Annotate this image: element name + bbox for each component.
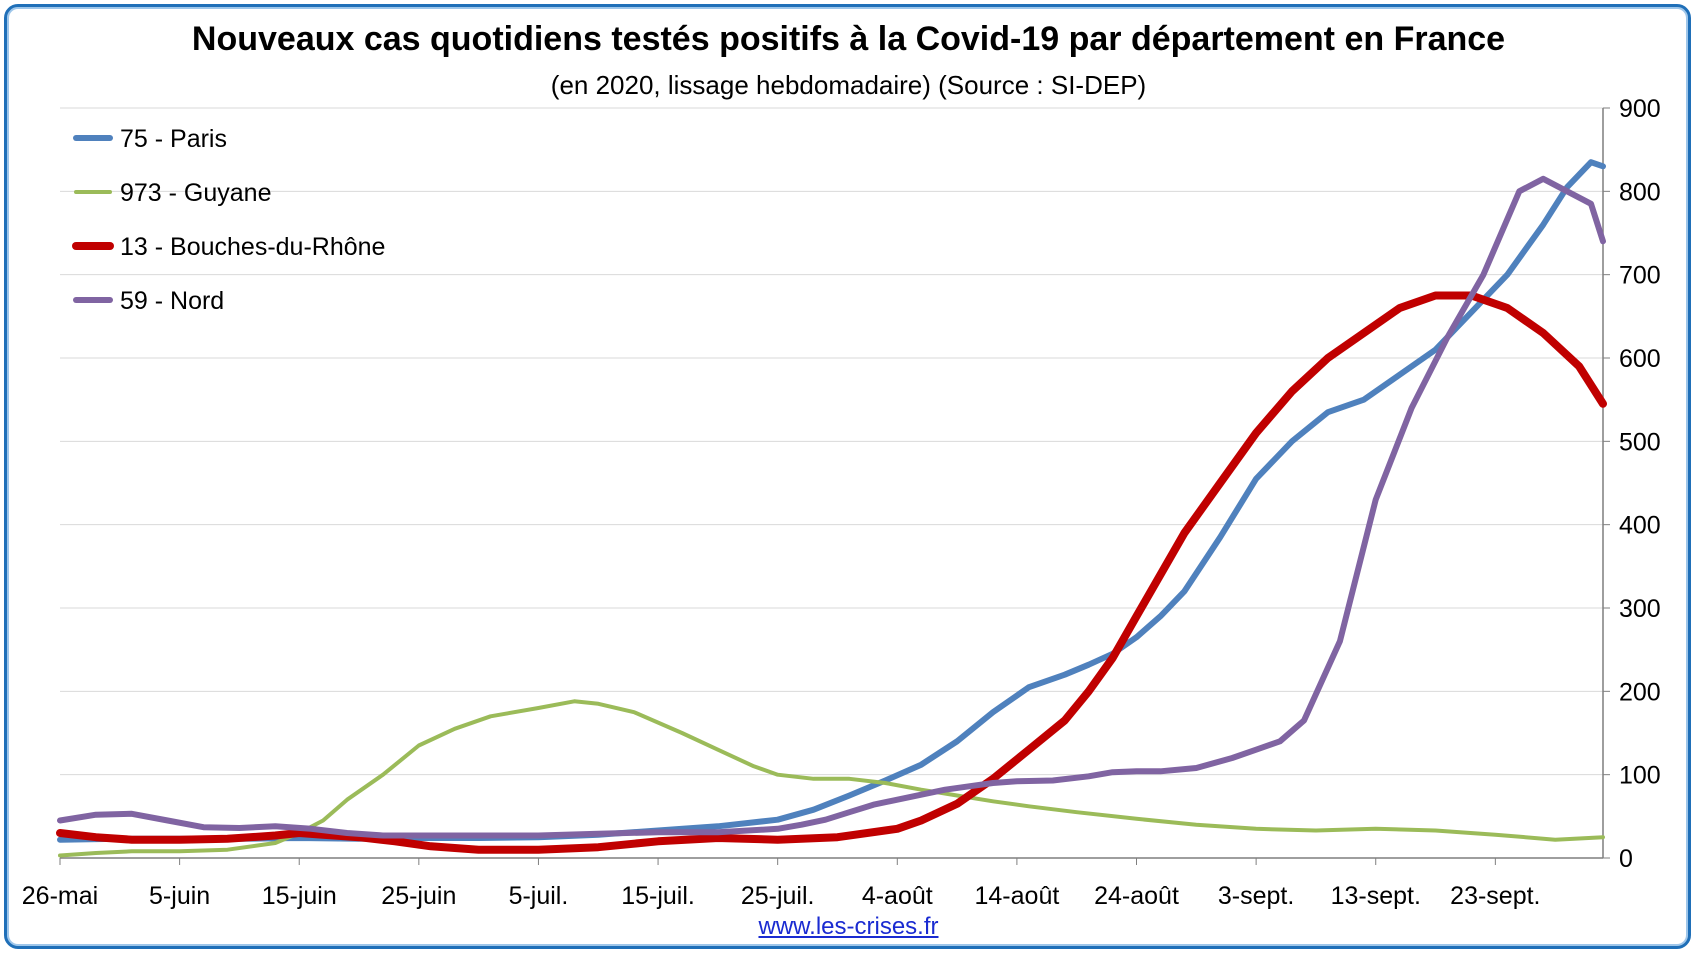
y-tick-label: 600 (1619, 345, 1661, 373)
x-tick-label: 24-août (1094, 882, 1179, 910)
y-tick-label: 900 (1619, 95, 1661, 123)
x-tick-label: 15-juil. (621, 882, 695, 910)
legend-label: 75 - Paris (120, 125, 227, 153)
x-tick-label: 25-juin (381, 882, 456, 910)
y-tick-label: 0 (1619, 845, 1633, 873)
chart-title: Nouveaux cas quotidiens testés positifs … (191, 20, 1506, 58)
grid-lines (60, 107, 1603, 776)
x-tick-label: 13-sept. (1331, 882, 1421, 910)
axes (60, 108, 1604, 859)
x-tick-label: 26-mai (22, 882, 98, 910)
y-tick-label: 400 (1619, 512, 1661, 540)
x-tick-label: 15-juin (262, 882, 337, 910)
y-tick-label: 700 (1619, 262, 1661, 290)
legend: 75 - Paris 973 - Guyane 13 - Bouches-du-Rh… (72, 125, 385, 315)
series-lines (56, 159, 1607, 858)
chart-frame (4, 4, 1691, 949)
x-tick-label: 23-sept. (1450, 882, 1540, 910)
series-line (56, 291, 1607, 854)
x-tick-label: 4-août (862, 882, 933, 910)
x-tick-label: 25-juil. (741, 882, 815, 910)
legend-label: 13 - Bouches-du-Rhône (120, 233, 385, 261)
source-link[interactable]: www.les-crises.fr (758, 913, 939, 940)
y-tick-label: 200 (1619, 678, 1661, 706)
legend-label: 973 - Guyane (120, 179, 272, 207)
x-tick-label: 14-août (975, 882, 1060, 910)
y-tick-label: 300 (1619, 595, 1661, 623)
legend-label: 59 - Nord (120, 287, 224, 315)
x-axis-ticks: 26-mai 5-juin 15-juin 25-juin 5-juil. 15-juil… (22, 858, 1541, 910)
y-tick-label: 500 (1619, 428, 1661, 456)
x-tick-label: 3-sept. (1218, 882, 1294, 910)
chart-subtitle: (en 2020, lissage hebdomadaire) (Source … (550, 70, 1147, 100)
series-line (57, 159, 1606, 843)
y-tick-label: 100 (1619, 762, 1661, 790)
y-axis-ticks: 0 100 200 300 400 500 600 700 800 900 (1603, 95, 1661, 873)
x-tick-label: 5-juil. (509, 882, 569, 910)
x-tick-label: 5-juin (149, 882, 210, 910)
series-line (57, 175, 1606, 839)
y-tick-label: 800 (1619, 178, 1661, 206)
